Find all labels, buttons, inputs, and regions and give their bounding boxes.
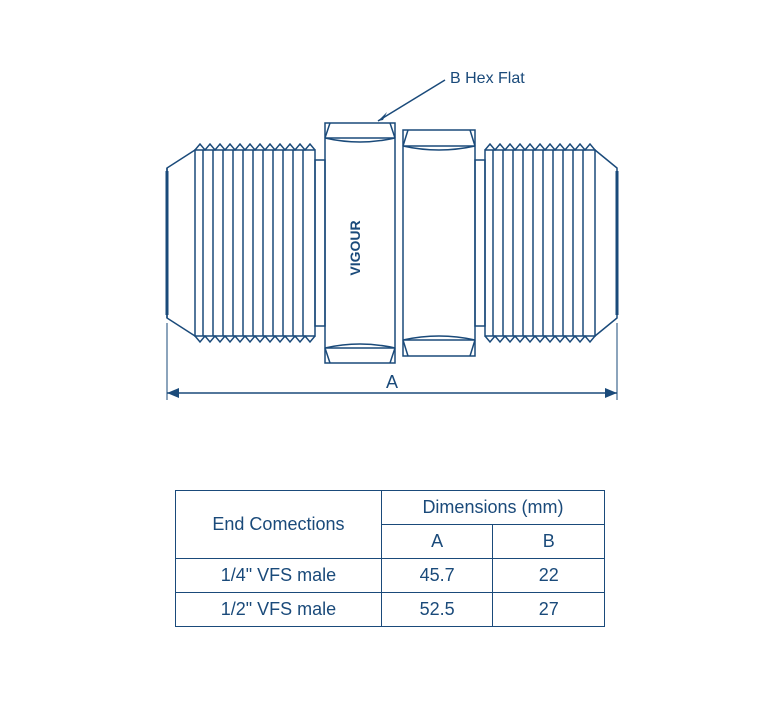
cell-b: 27 <box>493 593 605 627</box>
thread-right-body <box>485 150 595 336</box>
cell-b: 22 <box>493 559 605 593</box>
dimensions-table-wrap: End Comections Dimensions (mm) A B 1/4" … <box>175 490 605 627</box>
left-shoulder <box>315 160 325 326</box>
dimension-label: A <box>386 372 398 392</box>
thread-right-lines <box>485 144 595 342</box>
thread-left-lines <box>195 144 315 342</box>
callout-line <box>378 80 445 121</box>
dim-arrow-right <box>605 388 617 398</box>
cell-conn: 1/4" VFS male <box>176 559 382 593</box>
header-connections: End Comections <box>176 491 382 559</box>
dim-arrow-left <box>167 388 179 398</box>
fitting-diagram: VIGOUR B Hex Flat A <box>155 68 625 403</box>
hex-right-face <box>403 130 475 356</box>
table-row: 1/2" VFS male 52.5 27 <box>176 593 605 627</box>
cell-conn: 1/2" VFS male <box>176 593 382 627</box>
right-end-taper <box>595 150 617 336</box>
cell-a: 52.5 <box>381 593 493 627</box>
cell-a: 45.7 <box>381 559 493 593</box>
right-shoulder <box>475 160 485 326</box>
brand-text: VIGOUR <box>347 220 363 275</box>
fitting-svg: VIGOUR B Hex Flat A <box>155 68 625 403</box>
table-row: 1/4" VFS male 45.7 22 <box>176 559 605 593</box>
left-end-taper <box>167 150 195 336</box>
dimensions-table: End Comections Dimensions (mm) A B 1/4" … <box>175 490 605 627</box>
hex-right-chamfer <box>403 130 475 356</box>
subheader-a: A <box>381 525 493 559</box>
callout-label: B Hex Flat <box>450 70 525 87</box>
table-header-row: End Comections Dimensions (mm) <box>176 491 605 525</box>
header-dimensions: Dimensions (mm) <box>381 491 604 525</box>
subheader-b: B <box>493 525 605 559</box>
